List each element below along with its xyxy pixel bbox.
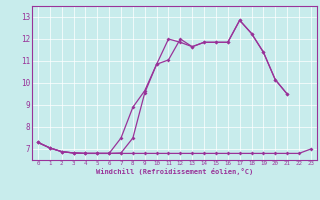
- X-axis label: Windchill (Refroidissement éolien,°C): Windchill (Refroidissement éolien,°C): [96, 168, 253, 175]
